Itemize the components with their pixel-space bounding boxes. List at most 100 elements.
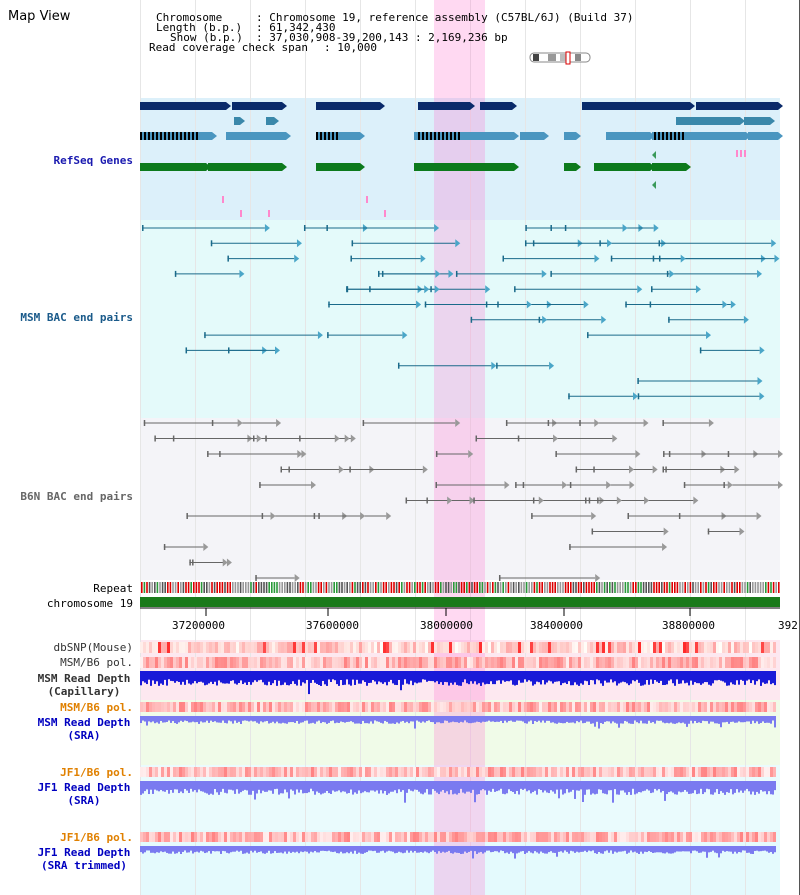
jf1-depth-334 <box>334 781 336 792</box>
jf1-pol-trim-cell-152 <box>152 832 155 842</box>
b6n-bac-track[interactable] <box>143 419 783 582</box>
msm-cap-depth-232 <box>232 671 234 681</box>
b6n-end-l-6-6 <box>678 513 681 519</box>
dbsnp-cell-260 <box>260 642 263 653</box>
msm-sra-depth-426 <box>426 716 428 722</box>
jf1-pol-cell-251 <box>251 767 254 777</box>
b6n-end-l-0-3 <box>662 420 664 426</box>
msm-pol-sra-cell-527 <box>527 702 530 712</box>
jf1-pol-cell-581 <box>581 767 584 777</box>
refseq-genes-track[interactable] <box>140 102 783 217</box>
jf1-trim-depth-178 <box>178 846 180 852</box>
jf1-depth-342 <box>342 781 344 792</box>
gene-arrow-3-6 <box>686 163 691 171</box>
jf1-depth-692 <box>692 781 694 794</box>
jf1-trim-depth-570 <box>570 846 572 851</box>
msm-sra-depth-504 <box>504 716 506 721</box>
msm-cap-depth-686 <box>686 671 688 683</box>
gene-3-0 <box>140 163 206 171</box>
jf1-depth-280 <box>280 781 282 794</box>
dbsnp-cell-215 <box>215 642 218 653</box>
exon-3-682 <box>682 132 684 140</box>
msm-cap-depth-294 <box>294 671 296 684</box>
jf1-pol-cell-497 <box>497 767 500 777</box>
jf1-pol-cell-530 <box>530 767 533 777</box>
msm-cap-depth-624 <box>624 671 626 683</box>
dbsnp-cell-665 <box>665 642 668 653</box>
jf1-pol-trim-cell-512 <box>512 832 515 842</box>
msm-end-l-8-1 <box>228 347 230 354</box>
jf1-depth-142 <box>142 781 144 794</box>
repeat-731 <box>731 582 733 593</box>
gene-2-9 <box>748 132 778 140</box>
jf1-trim-depth-194 <box>194 846 196 853</box>
msm-sra-depth-576 <box>576 716 578 722</box>
msm-pol-cell-641 <box>641 657 644 668</box>
b6n-end-r-1-4 <box>344 434 350 443</box>
jf1-depth-424 <box>424 781 426 793</box>
msm-sra-depth-492 <box>492 716 494 722</box>
msm-sra-depth-562 <box>562 716 564 724</box>
msm-cap-depth-636 <box>636 671 638 680</box>
msm-sra-depth-412 <box>412 716 414 722</box>
jf1-trim-depth-604 <box>604 846 606 852</box>
jf1-pol-cell-308 <box>308 767 311 777</box>
jf1-pol-trim-cell-731 <box>731 832 734 842</box>
msm-sra-depth-350 <box>350 716 352 722</box>
jf1-trim-depth-760 <box>760 846 762 852</box>
dbsnp-cell-203 <box>203 642 206 653</box>
repeat-703 <box>702 582 705 593</box>
jf1-trim-depth-268 <box>268 846 270 851</box>
msm-pol-cell-545 <box>545 657 548 668</box>
heatmap-tracks[interactable] <box>140 642 776 842</box>
msm-end-r-2-5 <box>294 254 300 263</box>
msm-sra-depth-586 <box>586 716 588 722</box>
repeat-367 <box>367 582 369 593</box>
jf1-pol-cell-383 <box>383 767 386 777</box>
msm-sra-depth-564 <box>564 716 566 724</box>
msm-pol-cell-443 <box>443 657 446 668</box>
selected-region-highlight[interactable] <box>434 0 485 895</box>
jf1-trim-depth-416 <box>416 846 418 853</box>
msm-cap-depth-746 <box>746 671 748 681</box>
msm-pol-cell-455 <box>455 657 458 668</box>
repeat-700 <box>700 582 702 593</box>
repeat-track[interactable] <box>141 582 780 593</box>
jf1-trim-depth-730 <box>730 846 732 852</box>
jf1-depth-736 <box>736 781 738 790</box>
jf1-trim-depth-264 <box>264 846 266 854</box>
msm-cap-depth-568 <box>568 671 570 682</box>
depth-tracks[interactable] <box>140 671 776 859</box>
jf1-trim-depth-394 <box>394 846 396 854</box>
repeat-588 <box>588 582 590 593</box>
msm-cap-depth-520 <box>520 671 522 683</box>
msm-sra-depth-516 <box>516 716 518 721</box>
jf1-pol-cell-605 <box>605 767 608 777</box>
exon-1-316 <box>316 132 318 140</box>
msm-pol-sra-cell-566 <box>566 702 569 712</box>
b6n-end-r-3-6 <box>629 465 635 474</box>
jf1-pol-trim-cell-746 <box>746 832 749 842</box>
jf1-pol-cell-596 <box>596 767 599 777</box>
msm-bac-track[interactable] <box>142 224 780 401</box>
jf1-depth-392 <box>392 781 394 792</box>
jf1-depth-514 <box>514 781 516 794</box>
jf1-pol-trim-cell-407 <box>407 832 410 842</box>
chromosome-ideogram[interactable] <box>529 51 591 65</box>
jf1-pol-trim-cell-401 <box>401 832 404 842</box>
msm-sra-depth-616 <box>616 716 618 724</box>
jf1-depth-370 <box>370 781 372 791</box>
gene-2-8 <box>700 132 746 140</box>
msm-pol-cell-524 <box>524 657 527 668</box>
repeat-144 <box>143 582 146 593</box>
jf1-trim-depth-168 <box>168 846 170 854</box>
b6n-end-l-10-1 <box>255 575 257 581</box>
chromosome-bar[interactable] <box>140 597 780 607</box>
msm-pol-cell-587 <box>587 657 590 668</box>
msm-cap-depth-198 <box>198 671 200 682</box>
exon-0-156 <box>156 132 158 140</box>
msm-pol-sra-cell-554 <box>554 702 557 712</box>
msm-depth-sra-label: MSM Read Depth (SRA) <box>37 716 131 742</box>
msm-pol-cell-470 <box>470 657 473 668</box>
